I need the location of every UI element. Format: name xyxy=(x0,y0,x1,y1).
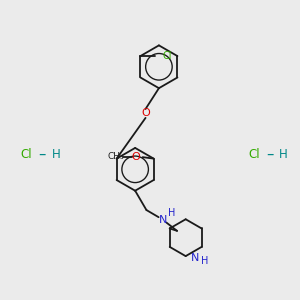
Text: H: H xyxy=(201,256,208,266)
Text: O: O xyxy=(131,152,140,162)
Text: –: – xyxy=(38,147,46,162)
Text: Cl: Cl xyxy=(248,148,260,161)
Text: Cl: Cl xyxy=(21,148,32,161)
Text: N: N xyxy=(191,253,200,262)
Text: Cl: Cl xyxy=(162,51,172,61)
Text: H: H xyxy=(279,148,287,161)
Text: O: O xyxy=(141,108,150,118)
Text: H: H xyxy=(51,148,60,161)
Text: –: – xyxy=(266,147,273,162)
Text: N: N xyxy=(159,214,167,224)
Text: H: H xyxy=(168,208,176,218)
Text: CH₃: CH₃ xyxy=(108,152,124,161)
